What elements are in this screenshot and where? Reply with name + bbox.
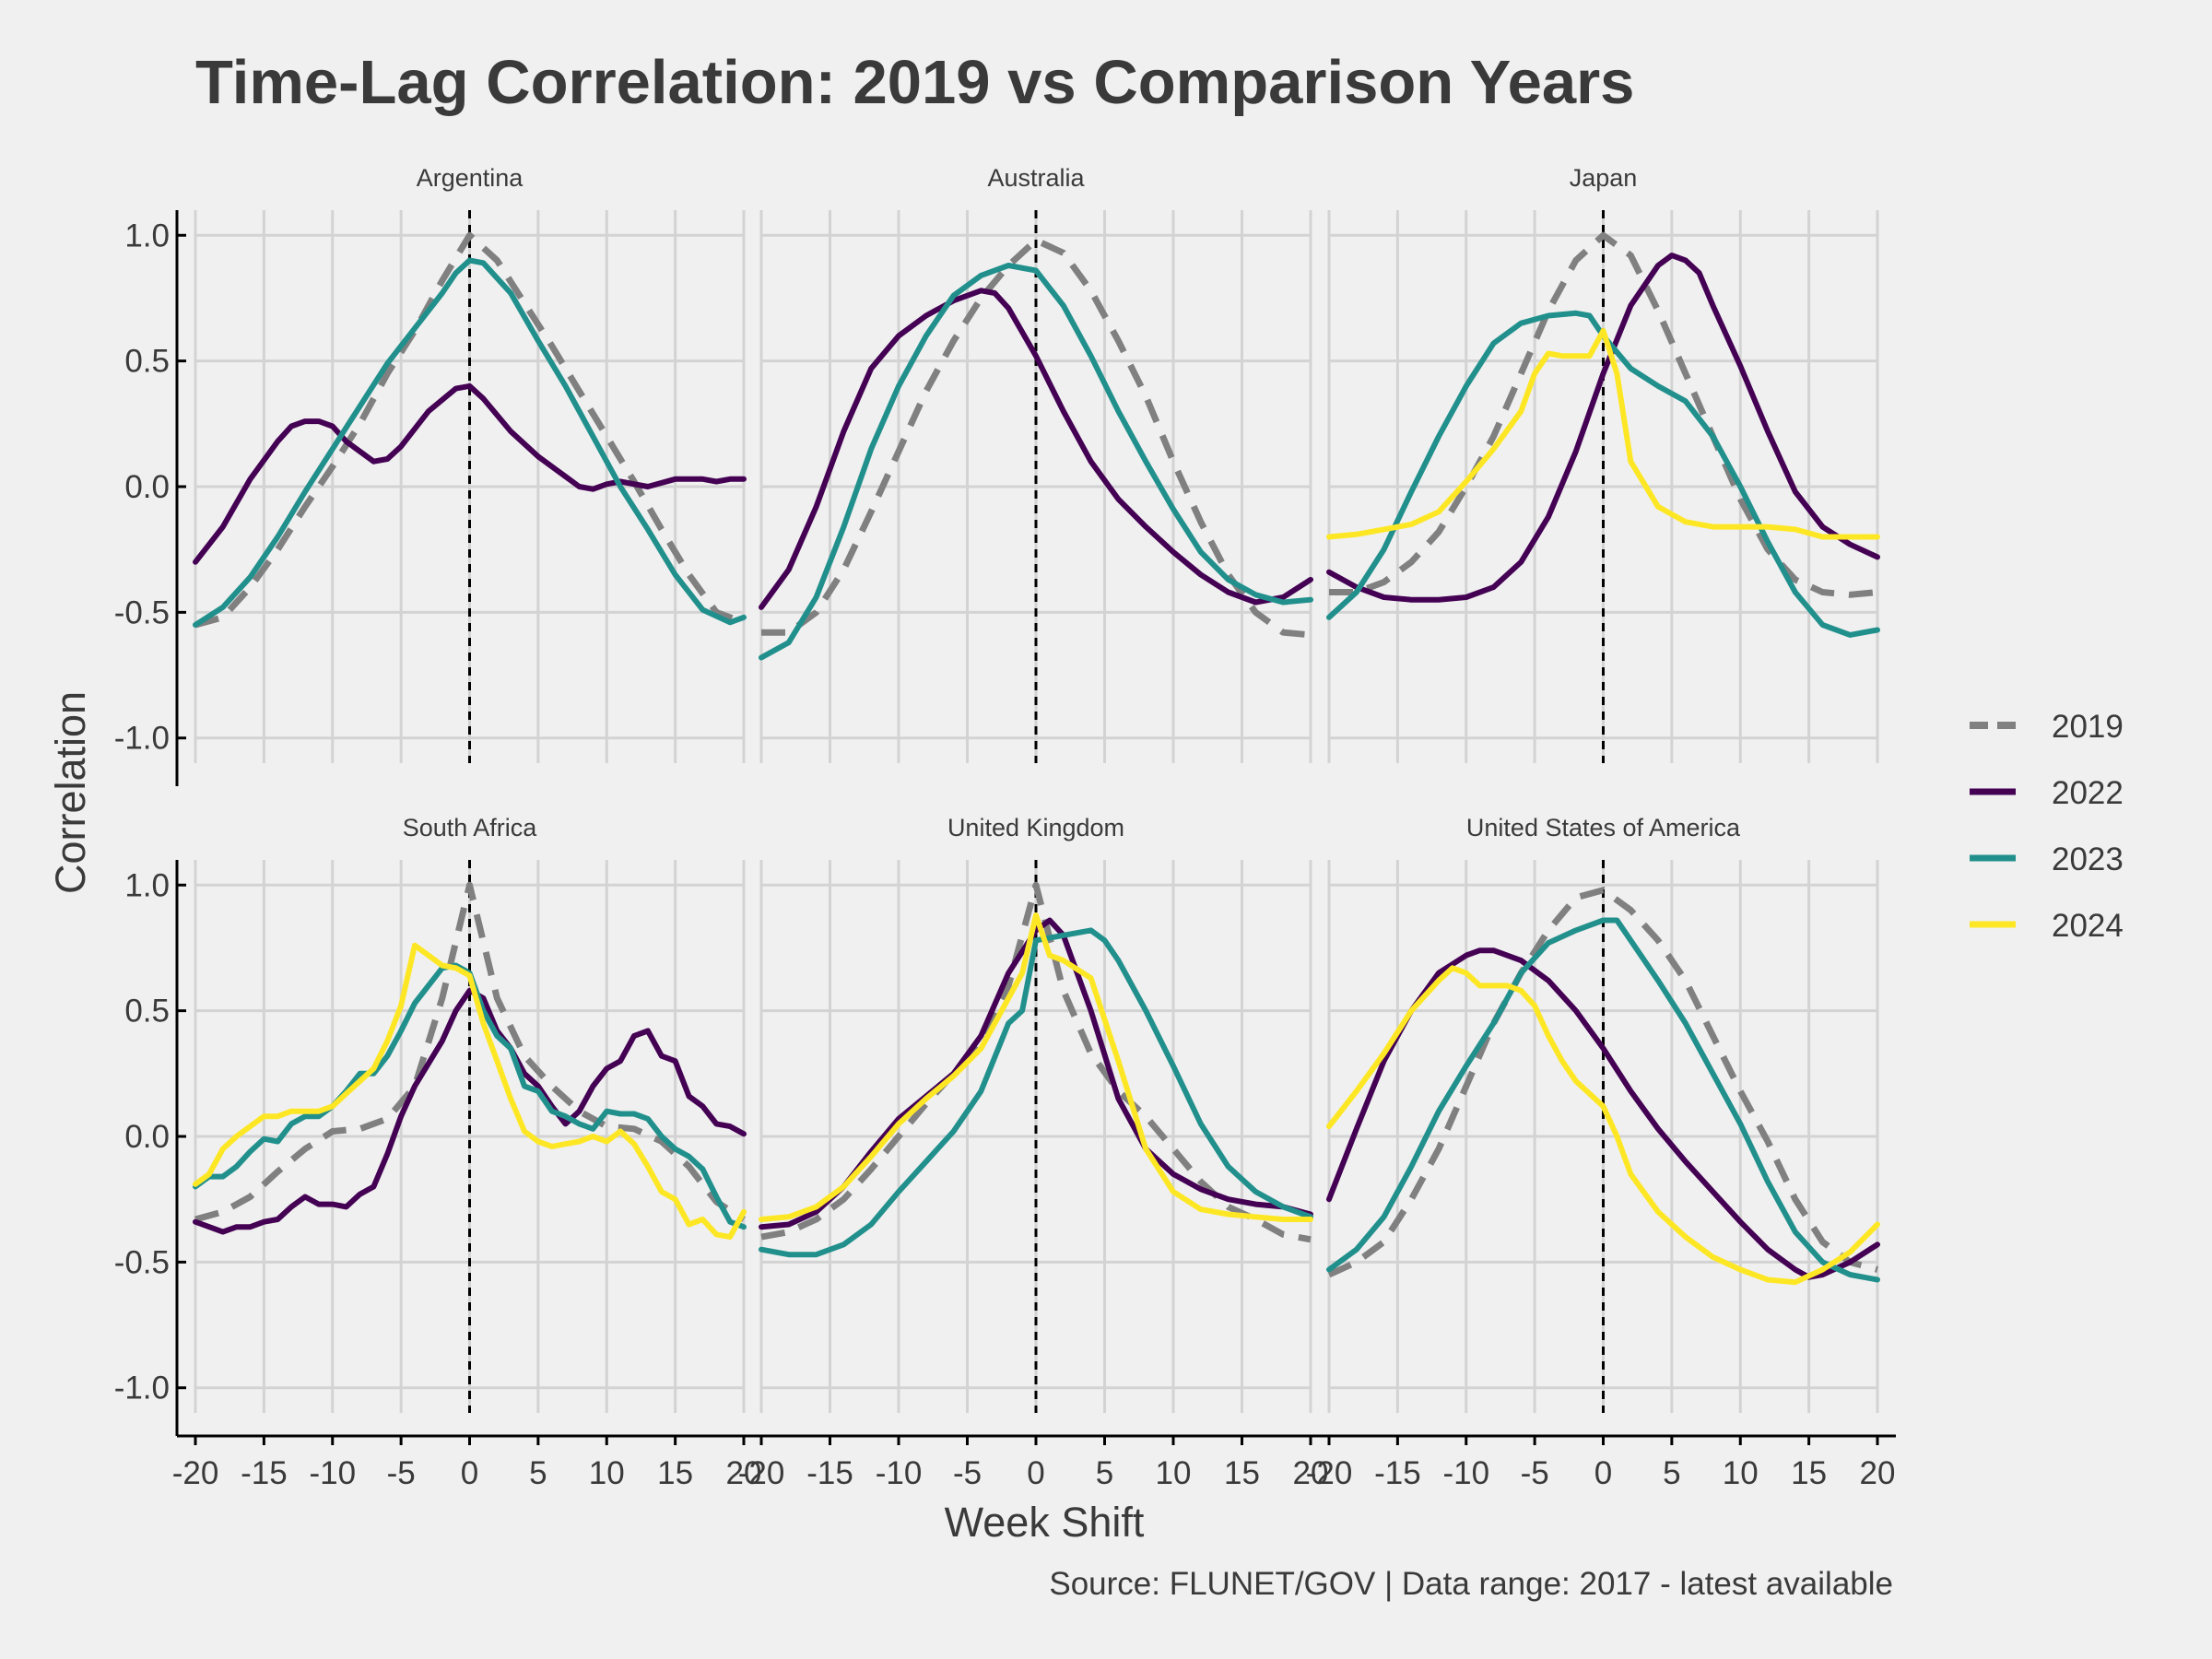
series-line-2019 — [1327, 887, 1878, 1278]
series-line-2024 — [1326, 327, 1880, 540]
x-tick-label: -10 — [876, 1455, 923, 1491]
y-tick-label: 0.5 — [124, 994, 170, 1030]
y-tick-label: 0.5 — [124, 344, 170, 380]
legend-label: 2019 — [2052, 709, 2124, 745]
x-tick-label: 10 — [1723, 1455, 1759, 1491]
panel-australia: Australia — [759, 164, 1313, 763]
panel-united-kingdom: United Kingdom — [759, 814, 1313, 1413]
panel-grid — [1327, 860, 1879, 1413]
x-tick-label: -10 — [1442, 1455, 1489, 1491]
legend-item-2024: 2024 — [1970, 908, 2124, 944]
legend-label: 2023 — [2052, 841, 2124, 877]
x-tick-label: -10 — [309, 1455, 356, 1491]
panel-grid — [759, 210, 1312, 763]
y-tick-label: 1.0 — [124, 218, 170, 253]
legend-label: 2024 — [2052, 908, 2124, 944]
y-tick-label: 1.0 — [124, 867, 170, 903]
panel-strip-label: South Africa — [403, 814, 538, 841]
legend-item-2023: 2023 — [1970, 841, 2124, 877]
legend-item-2019: 2019 — [1970, 709, 2124, 745]
series-line-2022 — [193, 382, 747, 565]
x-tick-label: -20 — [172, 1455, 219, 1491]
x-tick-label: 10 — [1156, 1455, 1192, 1491]
x-tick-label: -15 — [241, 1455, 288, 1491]
panel-united-states-of-america: United States of America — [1326, 814, 1880, 1413]
caption: Source: FLUNET/GOV | Data range: 2017 - … — [1049, 1566, 1893, 1602]
series-line-2022 — [193, 987, 747, 1235]
x-tick-label: 20 — [1293, 1455, 1329, 1491]
series-line-2019 — [194, 231, 746, 629]
y-tick-label: 0.0 — [124, 469, 170, 505]
x-tick-label: 15 — [657, 1455, 693, 1491]
series-line-2019 — [194, 881, 746, 1223]
panel-strip-label: Japan — [1570, 164, 1638, 192]
x-tick-label: 0 — [1594, 1455, 1612, 1491]
panel-japan: Japan — [1326, 164, 1880, 763]
axes: 1.0 0.5 0.0 -0.5 -1.0 1.0 0.5 0.0 -0.5 -1.0 -20 -15… — [114, 210, 1896, 1491]
panel-south-africa: South Africa — [193, 814, 747, 1413]
chart-title: Time-Lag Correlation: 2019 vs Comparison… — [195, 48, 1634, 117]
x-tick-label: -15 — [1374, 1455, 1421, 1491]
panel-grid — [194, 210, 746, 763]
series-line-2019 — [1329, 231, 1878, 598]
series-line-2023 — [193, 257, 747, 628]
x-tick-label: 0 — [1027, 1455, 1044, 1491]
y-tick-label: -1.0 — [114, 1371, 170, 1406]
x-tick-label: -5 — [387, 1455, 416, 1491]
x-tick-label: -5 — [953, 1455, 982, 1491]
x-tick-label: 20 — [1860, 1455, 1896, 1491]
x-tick-label: 15 — [1791, 1455, 1827, 1491]
series-line-2019 — [761, 237, 1312, 639]
x-tick-label: 5 — [529, 1455, 547, 1491]
x-tick-label: 5 — [1663, 1455, 1680, 1491]
legend-label: 2022 — [2052, 775, 2124, 811]
x-tick-label: 15 — [1224, 1455, 1260, 1491]
y-axis-title: Correlation — [47, 691, 94, 894]
x-axis-title: Week Shift — [945, 1499, 1145, 1546]
panel-strip-label: United Kingdom — [947, 814, 1124, 841]
series-line-2024 — [1326, 965, 1880, 1286]
x-tick-label: 20 — [726, 1455, 762, 1491]
series-line-2022 — [1326, 947, 1880, 1280]
panel-strip-label: Argentina — [417, 164, 524, 192]
x-tick-label: 5 — [1096, 1455, 1113, 1491]
series-line-2022 — [759, 288, 1313, 610]
y-tick-label: -0.5 — [114, 594, 170, 630]
y-tick-label: -0.5 — [114, 1244, 170, 1280]
x-tick-label: 10 — [589, 1455, 625, 1491]
series-line-2022 — [1326, 253, 1880, 603]
panel-strip-label: Australia — [987, 164, 1085, 192]
x-tick-label: -5 — [1521, 1455, 1549, 1491]
panel-grid — [194, 860, 746, 1413]
x-tick-label: -20 — [1306, 1455, 1353, 1491]
series-line-2023 — [1326, 310, 1880, 638]
legend: 2019 2022 2023 2024 — [1970, 709, 2124, 944]
legend-item-2022: 2022 — [1970, 775, 2124, 811]
series-line-2023 — [759, 263, 1313, 661]
x-tick-label: -20 — [738, 1455, 785, 1491]
x-tick-label: -15 — [806, 1455, 853, 1491]
series-line-2024 — [193, 942, 747, 1241]
y-tick-label: -1.0 — [114, 721, 170, 757]
panel-strip-label: United States of America — [1466, 814, 1741, 841]
y-tick-label: 0.0 — [124, 1119, 170, 1155]
series-line-2023 — [1326, 917, 1880, 1283]
panel-argentina: Argentina — [193, 164, 747, 763]
x-tick-label: 0 — [461, 1455, 478, 1491]
series-line-2023 — [759, 927, 1313, 1258]
series-line-2024 — [759, 912, 1313, 1222]
facet-panels: Argentina Australia Japan South Africa Unite… — [193, 164, 1880, 1413]
series-line-2019 — [760, 881, 1312, 1243]
